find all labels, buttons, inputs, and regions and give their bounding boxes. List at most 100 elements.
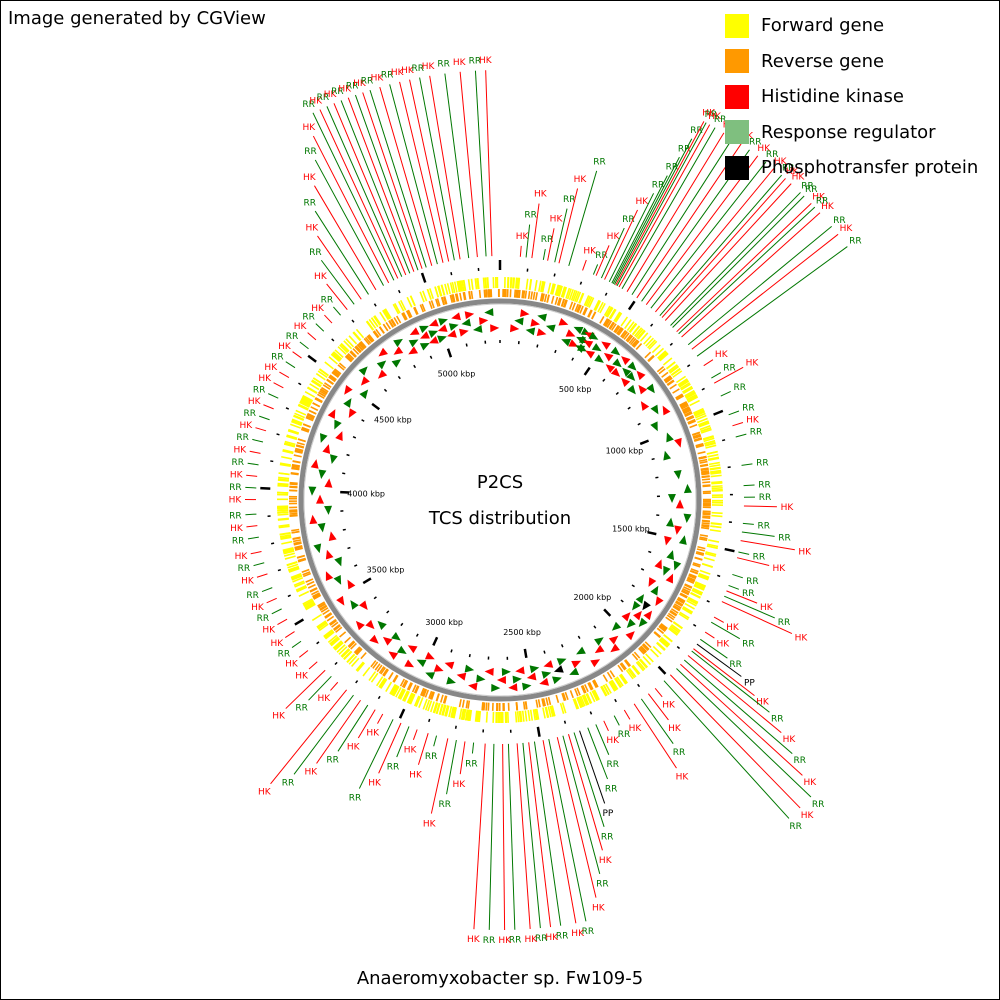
tcs-callout-line <box>522 742 541 929</box>
forward-gene-mark <box>594 300 601 311</box>
reverse-gene-mark <box>331 621 339 628</box>
reverse-gene-mark <box>321 386 329 393</box>
forward-gene-mark <box>400 299 407 311</box>
reverse-gene-mark <box>629 337 637 346</box>
reverse-gene-mark <box>348 641 356 648</box>
forward-gene-mark <box>426 288 432 300</box>
reverse-gene-mark <box>363 338 370 346</box>
tcs-arrow-rr <box>512 675 522 684</box>
forward-gene-mark <box>706 545 718 550</box>
tcs-arrow-hk <box>378 347 388 357</box>
reverse-gene-mark <box>608 321 615 330</box>
forward-gene-mark <box>343 340 353 350</box>
reverse-gene-mark <box>328 375 337 382</box>
forward-gene-mark <box>324 630 335 639</box>
reverse-gene-mark <box>294 547 304 551</box>
tcs-arrow-hk <box>325 571 334 582</box>
forward-gene-mark <box>482 277 486 289</box>
reverse-gene-mark <box>293 541 302 545</box>
reverse-gene-mark <box>443 296 447 305</box>
forward-gene-mark <box>578 696 585 708</box>
forward-gene-mark <box>287 429 299 435</box>
minor-tick <box>465 343 468 347</box>
forward-gene-mark <box>437 285 442 297</box>
tcs-callout-label: HK <box>636 197 650 207</box>
minor-tick <box>429 355 433 359</box>
forward-gene-mark <box>294 581 306 588</box>
reverse-gene-mark <box>320 388 328 394</box>
forward-gene-mark <box>700 428 712 434</box>
tick-label: 3500 kbp <box>367 566 405 575</box>
reverse-gene-mark <box>550 295 555 304</box>
reverse-gene-mark <box>692 562 701 567</box>
forward-gene-mark <box>602 684 610 696</box>
tcs-arrow-rr <box>667 494 676 504</box>
reverse-gene-mark <box>675 394 684 400</box>
forward-gene-mark <box>332 640 343 649</box>
tcs-callout-line <box>430 738 449 814</box>
tcs-callout-line <box>680 663 803 776</box>
reverse-gene-mark <box>617 328 624 336</box>
reverse-gene-mark <box>666 379 675 386</box>
tcs-arrow-hk <box>508 683 518 692</box>
forward-gene-mark <box>624 319 632 330</box>
tick-label: 1500 kbp <box>612 525 650 534</box>
reverse-gene-mark <box>681 589 690 595</box>
tcs-callout-label: HK <box>773 564 787 574</box>
forward-gene-mark <box>356 662 365 672</box>
tcs-arrow-rr <box>650 421 658 432</box>
forward-gene-mark <box>288 567 300 573</box>
tcs-callout-line <box>663 680 790 819</box>
tcs-arrow-hk <box>437 324 448 332</box>
reverse-gene-mark <box>660 622 668 630</box>
reverse-gene-mark <box>407 309 413 318</box>
outer-tick <box>563 720 567 724</box>
outer-tick <box>316 641 320 645</box>
minor-tick <box>450 649 453 653</box>
tcs-arrow-rr <box>391 631 401 641</box>
forward-gene-mark <box>277 484 289 488</box>
tcs-arrow-hk <box>664 535 672 546</box>
forward-gene-mark <box>668 627 678 636</box>
tcs-arrow-rr <box>419 325 429 334</box>
reverse-gene-mark <box>373 330 380 338</box>
forward-gene-mark <box>286 435 298 441</box>
reverse-gene-mark <box>676 395 684 401</box>
forward-gene-mark <box>379 678 387 689</box>
reverse-gene-mark <box>291 467 300 471</box>
tcs-arrow-rr <box>632 600 641 611</box>
legend-item-pp: Phosphotransfer protein <box>725 150 978 186</box>
tcs-callout-line <box>516 743 531 929</box>
legend-label-rr: Response regulator <box>761 121 936 143</box>
reverse-gene-mark <box>661 371 669 378</box>
tcs-callout-label: HK <box>453 58 467 68</box>
legend-swatch-rr <box>725 120 749 145</box>
tcs-callout-line <box>273 382 284 389</box>
reverse-gene-mark <box>701 526 710 530</box>
tcs-arrow-hk <box>662 405 671 416</box>
tcs-callout-label: RR <box>331 87 344 97</box>
minor-tick <box>415 633 419 637</box>
tcs-callout-label: HK <box>629 724 643 734</box>
tcs-callout-label: HK <box>391 68 405 78</box>
reverse-gene-mark <box>454 293 459 302</box>
reverse-gene-mark <box>632 340 639 348</box>
tcs-callout-line <box>542 248 546 260</box>
forward-gene-mark <box>403 691 410 702</box>
forward-gene-mark <box>547 706 552 718</box>
tcs-callout-line <box>279 371 290 379</box>
reverse-gene-mark <box>452 294 456 303</box>
forward-gene-mark <box>385 681 393 692</box>
tcs-arrow-hk <box>484 667 494 676</box>
forward-gene-mark <box>368 671 377 681</box>
forward-gene-mark <box>391 685 399 696</box>
forward-gene-mark <box>441 704 446 716</box>
major-tick <box>446 348 453 358</box>
forward-gene-mark <box>474 710 478 722</box>
tcs-callout-line <box>317 235 362 300</box>
reverse-gene-mark <box>393 675 399 683</box>
reverse-gene-mark <box>700 468 709 472</box>
forward-gene-mark <box>704 552 716 558</box>
reverse-gene-mark <box>349 351 357 358</box>
outer-tick <box>334 661 338 666</box>
